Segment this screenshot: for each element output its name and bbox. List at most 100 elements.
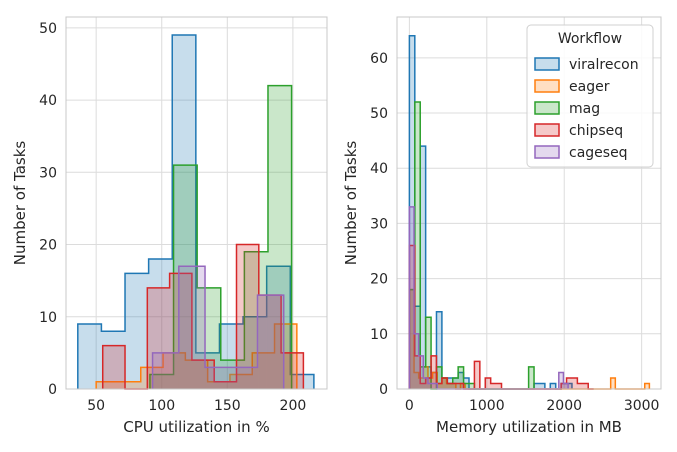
memory-bar-viralrecon — [566, 383, 572, 389]
memory-bar-chipseq — [490, 383, 497, 389]
memory-bar-eager — [409, 289, 415, 389]
legend-swatch-viralrecon — [534, 57, 560, 71]
memory-bar-eager — [437, 383, 442, 389]
cpu-bar-cageseq — [257, 295, 284, 389]
cpu-series-cageseq — [151, 265, 285, 389]
memory-bar-mag — [528, 366, 535, 389]
cpu-y-axis-label: Number of Tasks — [11, 141, 29, 266]
memory-bar-cageseq — [563, 383, 569, 389]
cpu-y-tick-label: 10 — [39, 310, 57, 326]
cpu-bar-cageseq — [178, 266, 206, 389]
memory-bar-viralrecon — [534, 383, 540, 389]
legend-swatch-eager — [534, 79, 560, 93]
memory-series-cageseq — [408, 206, 569, 390]
memory-x-tick-label: 3000 — [624, 398, 660, 414]
memory-bar-chipseq — [409, 245, 415, 389]
memory-y-axis-label: Number of Tasks — [342, 141, 360, 266]
memory-y-tick-label: 50 — [370, 106, 388, 122]
memory-bar-cageseq — [558, 372, 564, 389]
cpu-bar-eager — [207, 381, 230, 389]
memory-bar-viralrecon — [441, 377, 448, 389]
memory-bar-mag — [425, 317, 432, 389]
legend-label-viralrecon: viralrecon — [569, 57, 639, 73]
legend-swatch-cageseq — [534, 145, 560, 159]
memory-bar-chipseq — [441, 377, 448, 389]
cpu-step-outline-cageseq — [151, 265, 285, 389]
cpu-step-outline-mag — [149, 84, 293, 389]
memory-bar-cageseq — [423, 377, 428, 389]
legend: Workflow viralrecon eager mag chipseq cageseq — [526, 24, 654, 168]
cpu-bar-eager — [96, 381, 119, 389]
memory-step-outline-eager — [408, 288, 651, 390]
memory-bar-cageseq — [418, 355, 424, 389]
memory-bar-chipseq — [474, 361, 480, 389]
cpu-bar-mag — [149, 374, 174, 389]
cpu-bar-chipseq — [169, 273, 192, 389]
cpu-bar-eager — [185, 360, 208, 389]
memory-bar-chipseq — [414, 355, 421, 389]
memory-bar-mag — [414, 101, 421, 389]
memory-y-tick-label: 60 — [370, 51, 388, 67]
memory-axes-frame — [396, 16, 662, 390]
cpu-histogram-chart: 50 100 150 200 0 10 20 30 40 50 CPU utilization in… — [11, 16, 328, 436]
cpu-bar-eager — [229, 374, 253, 389]
memory-y-tick-label: 20 — [370, 272, 388, 288]
memory-bar-chipseq — [436, 383, 442, 389]
memory-bar-chipseq — [582, 383, 589, 389]
legend-swatch-chipseq — [534, 123, 560, 137]
memory-bar-eager — [610, 377, 616, 389]
cpu-x-axis-label: CPU utilization in % — [123, 418, 269, 436]
memory-step-outline-cageseq — [408, 206, 569, 390]
legend-label-cageseq: cageseq — [569, 145, 628, 161]
memory-bar-viralrecon — [414, 306, 421, 389]
cpu-bar-chipseq — [281, 352, 304, 389]
memory-y-tick-label: 30 — [370, 216, 388, 232]
memory-histogram-chart: 0 1000 2000 3000 0 10 20 30 40 50 60 Memory utiliza… — [342, 16, 662, 436]
cpu-bar-mag — [244, 251, 268, 389]
memory-bar-mag — [436, 366, 442, 389]
cpu-bar-cageseq — [231, 367, 258, 389]
memory-y-tick-label: 10 — [370, 327, 388, 343]
memory-y-tick-label: 40 — [370, 161, 388, 177]
memory-bar-eager — [414, 372, 419, 389]
memory-bar-chipseq — [577, 383, 583, 389]
legend-label-mag: mag — [569, 101, 600, 117]
legend-title: Workflow — [558, 31, 622, 47]
memory-bar-chipseq — [452, 383, 459, 389]
cpu-x-tick-label: 150 — [214, 398, 241, 414]
memory-bar-viralrecon — [409, 35, 415, 390]
cpu-step-outline-viralrecon — [77, 34, 315, 389]
memory-bar-viralrecon — [420, 146, 426, 389]
memory-x-axis-label: Memory utilization in MB — [436, 418, 622, 436]
cpu-y-tick-label: 20 — [39, 238, 57, 254]
memory-bar-chipseq — [447, 383, 453, 389]
memory-bar-chipseq — [458, 383, 464, 389]
memory-bar-viralrecon — [436, 311, 442, 389]
memory-y-tick-label: 0 — [379, 382, 388, 398]
legend-label-eager: eager — [569, 79, 610, 95]
memory-bar-cageseq — [427, 383, 433, 389]
memory-bar-eager — [446, 383, 452, 389]
memory-x-tick-label: 2000 — [546, 398, 582, 414]
memory-bar-viralrecon — [550, 383, 556, 389]
memory-bar-mag — [441, 377, 448, 389]
cpu-bar-chipseq — [258, 295, 282, 389]
cpu-bar-viralrecon — [77, 323, 102, 389]
cpu-bar-cageseq — [152, 352, 179, 389]
memory-bar-chipseq — [420, 383, 426, 389]
memory-bar-eager — [441, 377, 447, 389]
memory-bar-eager — [644, 383, 650, 389]
cpu-bar-chipseq — [102, 345, 126, 389]
cpu-x-tick-label: 200 — [280, 398, 307, 414]
memory-bar-eager — [432, 372, 438, 389]
cpu-axes-frame — [65, 16, 328, 390]
memory-bar-viralrecon — [539, 383, 545, 389]
memory-bar-mag — [469, 383, 475, 389]
cpu-y-tick-label: 50 — [39, 21, 57, 37]
memory-bar-cageseq — [414, 333, 419, 389]
memory-bar-chipseq — [431, 355, 437, 389]
memory-bar-eager — [451, 383, 456, 389]
memory-bar-chipseq — [496, 383, 502, 389]
memory-bar-viralrecon — [458, 372, 464, 389]
